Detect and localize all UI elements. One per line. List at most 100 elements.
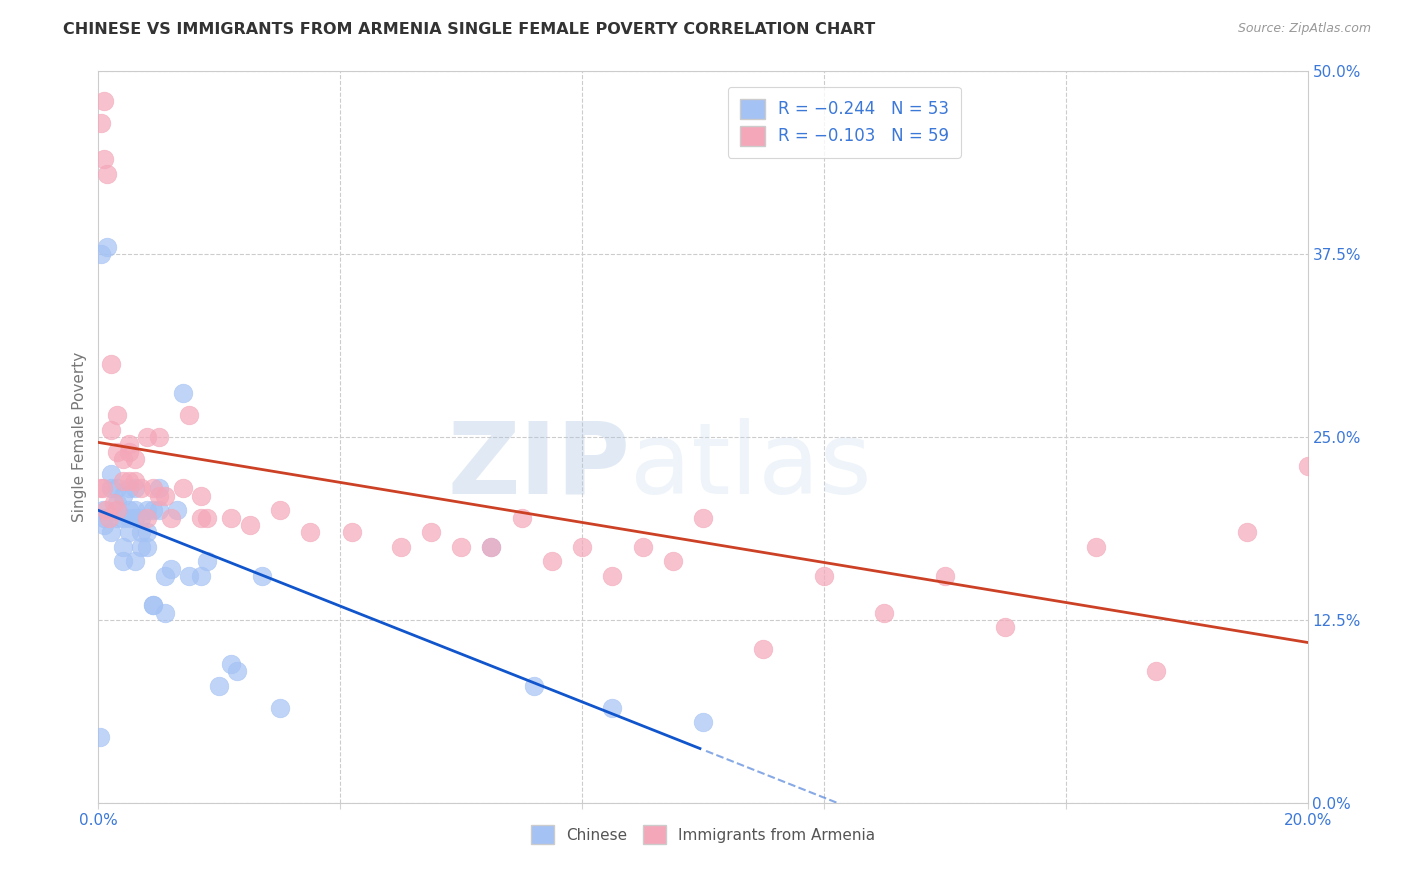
- Point: [752, 642, 775, 657]
- Point: [100, 423, 122, 437]
- Point: [148, 503, 170, 517]
- Point: [190, 569, 212, 583]
- Point: [153, 606, 176, 620]
- Point: [142, 599, 165, 613]
- Point: [661, 554, 683, 568]
- Point: [118, 481, 141, 495]
- Point: [420, 525, 443, 540]
- Point: [342, 525, 364, 540]
- Point: [172, 481, 194, 495]
- Text: atlas: atlas: [630, 417, 872, 515]
- Point: [160, 562, 183, 576]
- Point: [90, 115, 112, 129]
- Point: [269, 503, 291, 517]
- Point: [1144, 664, 1167, 678]
- Point: [111, 510, 134, 524]
- Point: [602, 569, 624, 583]
- Point: [135, 510, 157, 524]
- Point: [111, 489, 134, 503]
- Point: [934, 569, 956, 583]
- Point: [190, 510, 212, 524]
- Point: [111, 452, 134, 467]
- Point: [523, 679, 546, 693]
- Point: [135, 540, 157, 554]
- Point: [124, 503, 146, 517]
- Point: [105, 481, 128, 495]
- Point: [510, 510, 533, 524]
- Point: [129, 481, 152, 495]
- Point: [124, 510, 146, 524]
- Point: [142, 481, 165, 495]
- Point: [105, 510, 128, 524]
- Point: [91, 481, 114, 495]
- Point: [124, 474, 146, 488]
- Point: [142, 599, 165, 613]
- Point: [153, 569, 176, 583]
- Point: [103, 496, 125, 510]
- Point: [250, 569, 273, 583]
- Point: [571, 540, 593, 554]
- Point: [631, 540, 654, 554]
- Point: [190, 489, 212, 503]
- Point: [129, 525, 152, 540]
- Point: [389, 540, 412, 554]
- Point: [105, 444, 128, 458]
- Point: [118, 510, 141, 524]
- Point: [540, 554, 562, 568]
- Point: [692, 715, 714, 730]
- Point: [93, 517, 115, 532]
- Point: [96, 240, 118, 254]
- Point: [239, 517, 262, 532]
- Point: [179, 408, 201, 422]
- Point: [148, 430, 170, 444]
- Point: [153, 489, 176, 503]
- Point: [148, 489, 170, 503]
- Point: [90, 247, 112, 261]
- Point: [118, 444, 141, 458]
- Point: [111, 474, 134, 488]
- Point: [221, 657, 243, 671]
- Point: [1296, 459, 1319, 474]
- Point: [91, 503, 114, 517]
- Y-axis label: Single Female Poverty: Single Female Poverty: [72, 352, 87, 522]
- Point: [813, 569, 835, 583]
- Point: [481, 540, 503, 554]
- Point: [873, 606, 896, 620]
- Point: [160, 510, 183, 524]
- Point: [135, 503, 157, 517]
- Point: [179, 569, 201, 583]
- Point: [100, 481, 122, 495]
- Point: [994, 620, 1017, 634]
- Point: [195, 510, 218, 524]
- Point: [118, 525, 141, 540]
- Point: [602, 700, 624, 714]
- Point: [105, 503, 128, 517]
- Point: [124, 554, 146, 568]
- Point: [135, 430, 157, 444]
- Point: [124, 452, 146, 467]
- Point: [89, 481, 111, 495]
- Point: [93, 94, 115, 108]
- Point: [1085, 540, 1108, 554]
- Point: [481, 540, 503, 554]
- Point: [105, 503, 128, 517]
- Legend: Chinese, Immigrants from Armenia: Chinese, Immigrants from Armenia: [524, 819, 882, 850]
- Point: [94, 503, 117, 517]
- Text: ZIP: ZIP: [447, 417, 630, 515]
- Point: [118, 474, 141, 488]
- Point: [142, 503, 165, 517]
- Point: [98, 510, 121, 524]
- Text: Source: ZipAtlas.com: Source: ZipAtlas.com: [1237, 22, 1371, 36]
- Point: [208, 679, 231, 693]
- Point: [148, 481, 170, 495]
- Point: [221, 510, 243, 524]
- Point: [129, 540, 152, 554]
- Point: [105, 496, 128, 510]
- Point: [129, 510, 152, 524]
- Point: [124, 481, 146, 495]
- Point: [100, 357, 122, 371]
- Point: [118, 437, 141, 451]
- Point: [172, 386, 194, 401]
- Point: [105, 408, 128, 422]
- Point: [93, 152, 115, 166]
